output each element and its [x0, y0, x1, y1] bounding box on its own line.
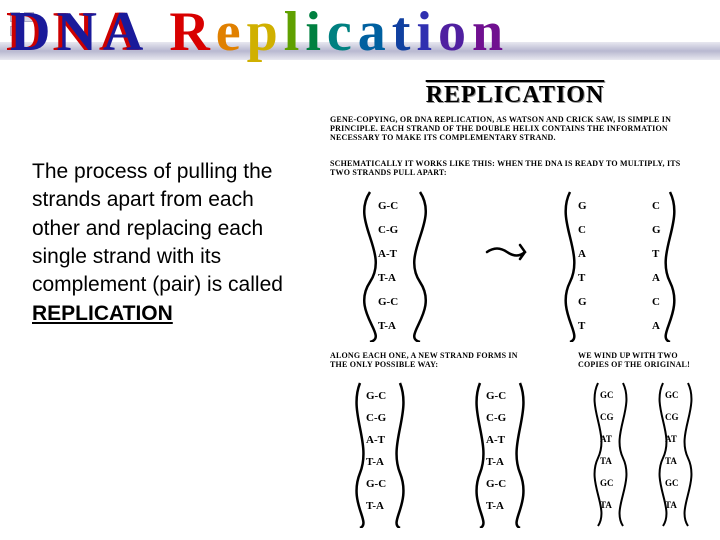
arrow-icon [485, 237, 535, 275]
helix-intact-svg [330, 182, 470, 342]
body-text-before: The process of pulling the strands apart… [32, 160, 283, 296]
panel-separated-strands: GCATGT CGTACA [540, 182, 710, 342]
diagram-caption-3: Along each one, a new strand forms in th… [330, 352, 530, 370]
title-replication: Replication [169, 1, 509, 63]
page-title: DNA Replication [10, 0, 509, 64]
diagram-heading: REPLICATION [320, 82, 710, 109]
panel-new-strands: G-CC-GA-TT-AG-CT-A G-CC-GA-TT-AG-CT-A [330, 378, 560, 528]
body-emphasis: REPLICATION [32, 302, 173, 325]
newstrands-svg [330, 378, 560, 528]
diagram-caption-1: Gene-copying, or DNA replication, as Wat… [330, 116, 700, 142]
panel-intact-helix: G-CC-GA-TT-AG-CT-A [330, 182, 470, 342]
title-dna: DNA [10, 0, 149, 64]
replication-diagram: REPLICATION Gene-copying, or DNA replica… [320, 82, 710, 532]
strands-svg [540, 182, 710, 342]
final-svg [578, 378, 708, 528]
body-paragraph: The process of pulling the strands apart… [32, 158, 302, 328]
diagram-caption-4: We wind up with two copies of the origin… [578, 352, 708, 370]
diagram-caption-2: Schematically it works like this: when t… [330, 160, 700, 178]
panel-final-copies: GCCGATTAGCTA GCCGATTAGCTA [578, 378, 708, 528]
